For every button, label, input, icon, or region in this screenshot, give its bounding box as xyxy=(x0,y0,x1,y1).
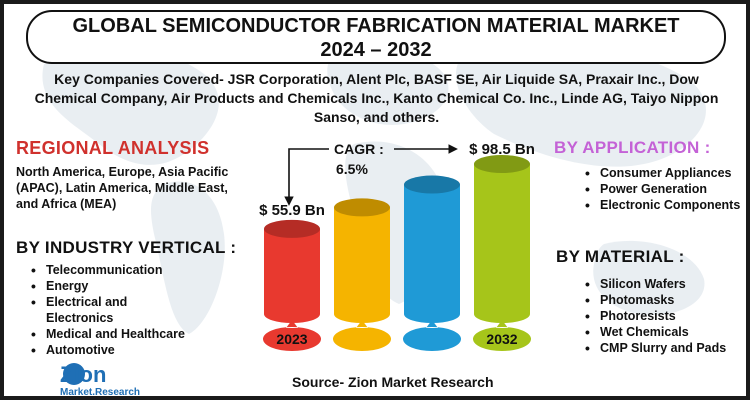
material-list: Silicon Wafers Photomasks Photoresists W… xyxy=(582,276,746,356)
category-label: 2032 xyxy=(486,331,517,347)
bar-2 xyxy=(404,184,460,323)
cagr-label: CAGR : xyxy=(334,141,384,157)
application-heading: BY APPLICATION : xyxy=(554,138,711,157)
list-item: Electrical and Electronics xyxy=(28,294,178,326)
source-text: Source- Zion Market Research xyxy=(292,374,494,390)
bar-cap-2 xyxy=(404,175,460,194)
list-item: Automotive xyxy=(28,342,238,358)
zion-logo: Zion Market.Research xyxy=(60,362,140,398)
material-heading: BY MATERIAL : xyxy=(556,247,685,266)
year-tag-2 xyxy=(403,320,461,351)
value-label: $ 55.9 Bn xyxy=(259,202,325,219)
list-item: Telecommunication xyxy=(28,262,238,278)
bar-cap-3 xyxy=(474,155,530,173)
list-item: Energy xyxy=(28,278,238,294)
cagr-arrow xyxy=(284,148,329,206)
list-item: Silicon Wafers xyxy=(582,276,746,292)
market-size-chart: 2023 $ 55.9 Bn 2032 $ 98.5 Bn CAGR : 6.5% xyxy=(259,141,535,351)
bar-1 xyxy=(334,207,390,323)
list-item: CMP Slurry and Pads xyxy=(582,340,746,356)
list-item: Electronic Components xyxy=(582,197,746,213)
title-line-2: 2024 – 2032 xyxy=(320,39,432,61)
cagr-value: 6.5% xyxy=(336,161,368,177)
bar-3 xyxy=(474,164,530,323)
value-label: $ 98.5 Bn xyxy=(469,141,535,158)
industry-vertical-heading: BY INDUSTRY VERTICAL : xyxy=(16,238,237,257)
bar-0 xyxy=(264,228,320,323)
year-tag-3 xyxy=(473,320,531,351)
regional-analysis-heading: REGIONAL ANALYSIS xyxy=(16,138,210,158)
bar-cap-1 xyxy=(334,198,390,217)
industry-vertical-list: Telecommunication Energy Electrical and … xyxy=(28,262,238,358)
list-item: Consumer Appliances xyxy=(582,165,746,181)
year-tag-0 xyxy=(263,320,321,351)
list-item: Medical and Healthcare xyxy=(28,326,238,342)
list-item: Photomasks xyxy=(582,292,746,308)
regional-analysis-text: North America, Europe, Asia Pacific (APA… xyxy=(16,165,229,211)
list-item: Wet Chemicals xyxy=(582,324,746,340)
bar-cap-0 xyxy=(264,219,320,238)
year-tag-1 xyxy=(333,320,391,351)
logo-name: Zion xyxy=(60,362,106,387)
category-label: 2023 xyxy=(276,331,307,347)
application-list: Consumer Appliances Power Generation Ele… xyxy=(582,165,746,213)
key-companies-text: Key Companies Covered- JSR Corporation, … xyxy=(34,71,719,125)
list-item: Photoresists xyxy=(582,308,746,324)
title-box: GLOBAL SEMICONDUCTOR FABRICATION MATERIA… xyxy=(26,10,726,64)
logo-sub: Market.Research xyxy=(60,387,140,398)
list-item: Power Generation xyxy=(582,181,746,197)
title-line-1: GLOBAL SEMICONDUCTOR FABRICATION MATERIA… xyxy=(72,15,680,37)
